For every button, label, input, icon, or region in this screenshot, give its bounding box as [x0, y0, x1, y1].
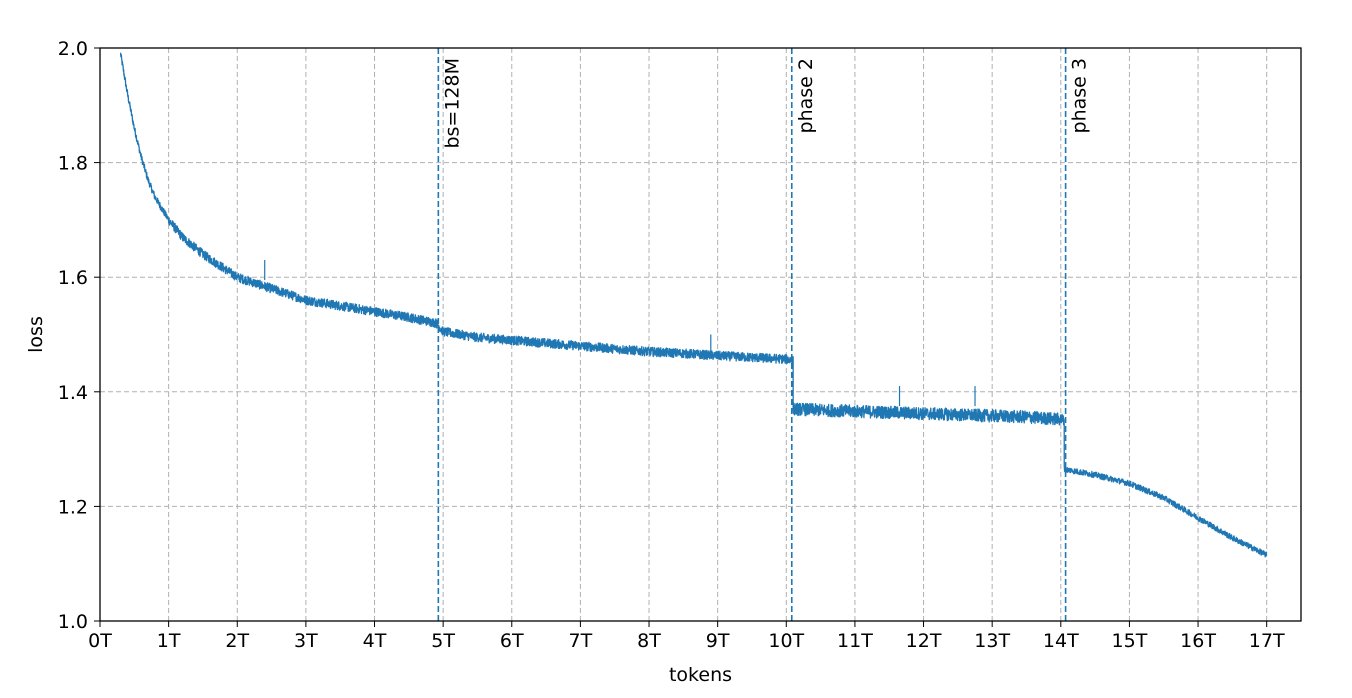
grid [99, 47, 1301, 622]
x-tick-label: 13T [974, 630, 1010, 652]
x-tick-label: 11T [837, 630, 873, 652]
y-tick-label: 1.4 [58, 382, 88, 404]
y-tick-label: 1.0 [58, 611, 88, 633]
x-tick-label: 15T [1112, 630, 1148, 652]
x-tick-label: 17T [1249, 630, 1285, 652]
annotation-label: phase 3 [1069, 58, 1091, 133]
y-tick-label: 1.2 [58, 496, 88, 518]
x-tick-label: 4T [363, 630, 387, 652]
y-tick-label: 1.6 [58, 267, 88, 289]
annotations: bs=128M phase 2 phase 3 [437, 48, 1091, 621]
annotation-label: phase 2 [795, 58, 817, 133]
series [119, 52, 1268, 558]
y-tick-label: 1.8 [58, 153, 88, 175]
y-tick-label: 2.0 [58, 38, 88, 60]
x-tick-label: 8T [637, 630, 661, 652]
x-tick-label: 9T [706, 630, 730, 652]
x-tick-label: 6T [500, 630, 524, 652]
x-axis-title: tokens [669, 664, 732, 686]
annotation-label: bs=128M [441, 58, 463, 149]
x-tick-label: 0T [88, 630, 112, 652]
plot-frame [99, 47, 1302, 622]
ticks: 0T 1T 2T 3T 4T 5T 6T 7T 8T 9T 10T 11T 12T 13T 14T 15T 16… [58, 38, 1285, 652]
x-tick-label: 16T [1180, 630, 1216, 652]
x-tick-label: 14T [1043, 630, 1079, 652]
x-tick-label: 3T [294, 630, 318, 652]
x-tick-label: 12T [906, 630, 942, 652]
x-tick-label: 2T [225, 630, 249, 652]
x-tick-label: 10T [768, 630, 804, 652]
x-tick-label: 5T [431, 630, 455, 652]
y-axis-title: loss [25, 316, 47, 353]
x-tick-label: 1T [157, 630, 181, 652]
x-tick-label: 7T [569, 630, 593, 652]
series-line [119, 52, 1268, 558]
